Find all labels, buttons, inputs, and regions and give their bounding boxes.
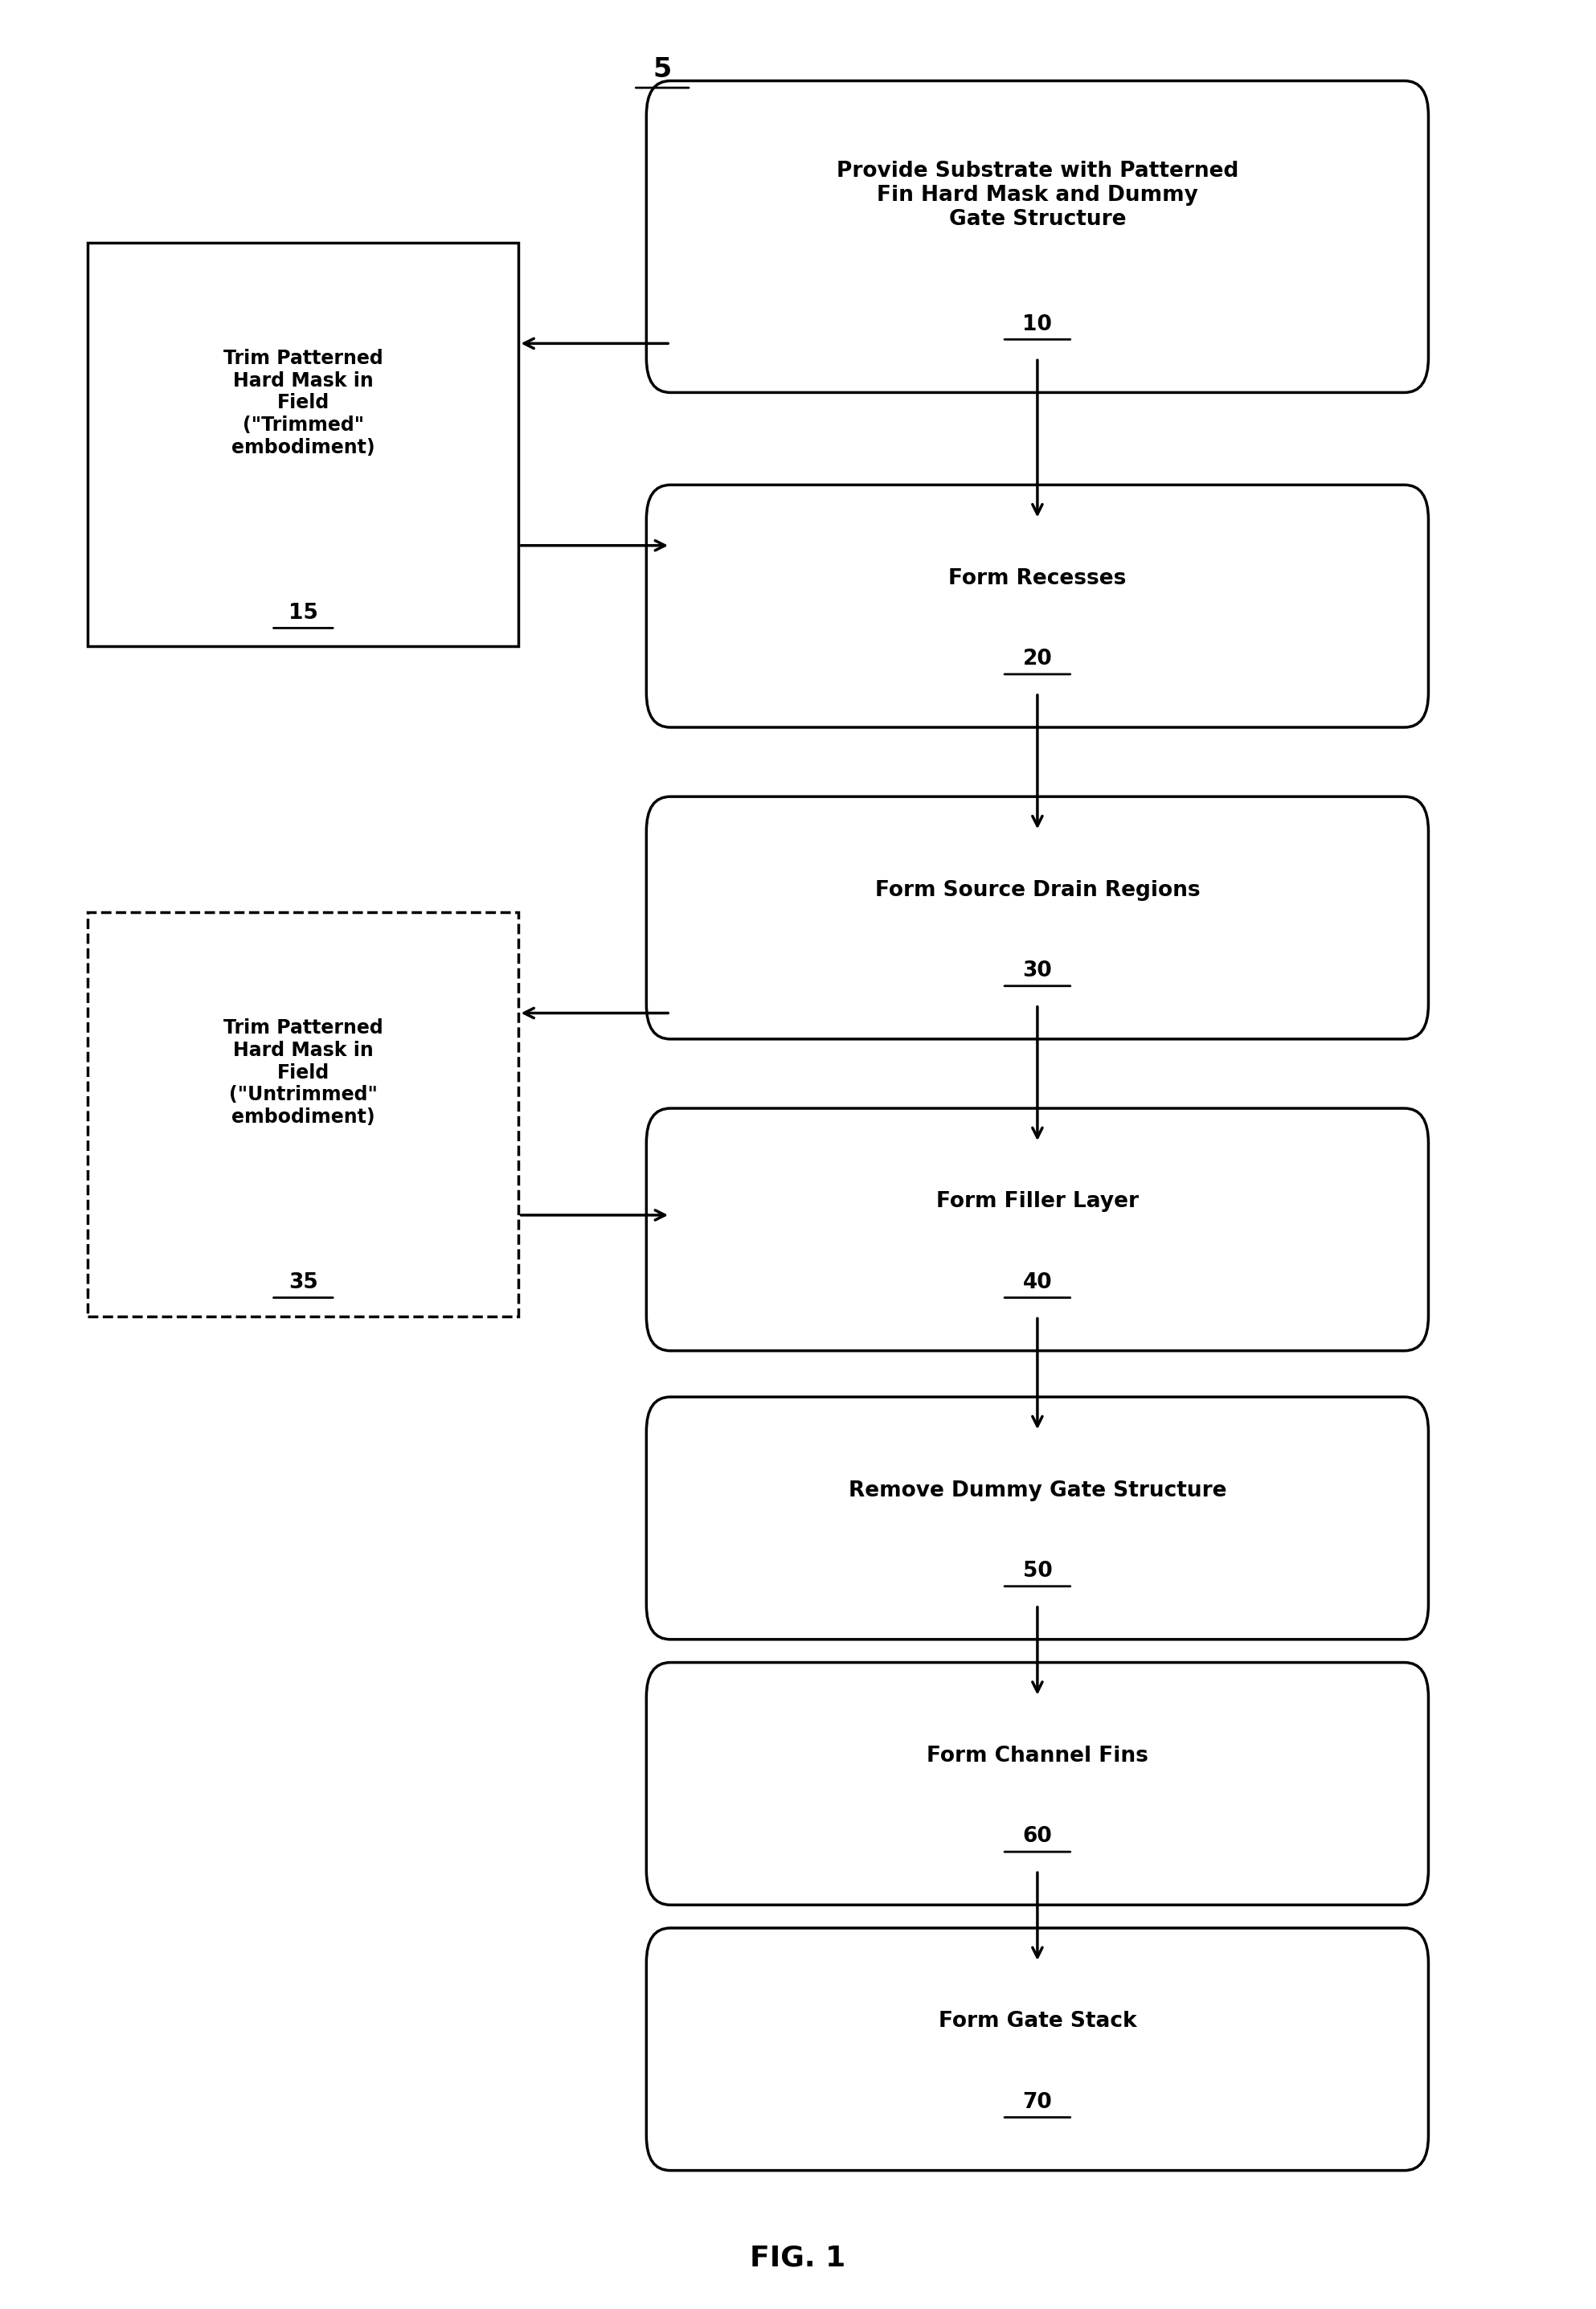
Text: 20: 20 (1023, 649, 1052, 670)
Text: 15: 15 (289, 603, 318, 623)
Text: Form Source Drain Regions: Form Source Drain Regions (875, 880, 1200, 901)
Text: Form Filler Layer: Form Filler Layer (937, 1191, 1138, 1212)
Text: 10: 10 (1023, 314, 1052, 335)
Text: 35: 35 (289, 1272, 318, 1293)
FancyBboxPatch shape (646, 1397, 1428, 1639)
Text: Provide Substrate with Patterned
Fin Hard Mask and Dummy
Gate Structure: Provide Substrate with Patterned Fin Har… (836, 162, 1238, 229)
FancyBboxPatch shape (646, 1928, 1428, 2170)
FancyBboxPatch shape (646, 1108, 1428, 1351)
Bar (88, 242, 519, 647)
Bar (88, 912, 519, 1316)
Text: 50: 50 (1023, 1561, 1052, 1582)
FancyBboxPatch shape (646, 485, 1428, 727)
Text: Trim Patterned
Hard Mask in
Field
("Trimmed"
embodiment): Trim Patterned Hard Mask in Field ("Trim… (223, 349, 383, 457)
Text: 30: 30 (1023, 961, 1052, 981)
FancyBboxPatch shape (646, 797, 1428, 1039)
Text: Remove Dummy Gate Structure: Remove Dummy Gate Structure (849, 1480, 1226, 1501)
Text: 40: 40 (1023, 1272, 1052, 1293)
Text: Form Recesses: Form Recesses (948, 568, 1127, 589)
Text: FIG. 1: FIG. 1 (750, 2244, 846, 2272)
Text: 60: 60 (1023, 1826, 1052, 1847)
Text: Trim Patterned
Hard Mask in
Field
("Untrimmed"
embodiment): Trim Patterned Hard Mask in Field ("Untr… (223, 1018, 383, 1127)
Text: Form Channel Fins: Form Channel Fins (927, 1746, 1148, 1766)
FancyBboxPatch shape (646, 81, 1428, 393)
Text: 5: 5 (653, 55, 672, 83)
FancyBboxPatch shape (646, 1662, 1428, 1905)
Text: 70: 70 (1023, 2092, 1052, 2113)
Text: Form Gate Stack: Form Gate Stack (938, 2011, 1136, 2032)
